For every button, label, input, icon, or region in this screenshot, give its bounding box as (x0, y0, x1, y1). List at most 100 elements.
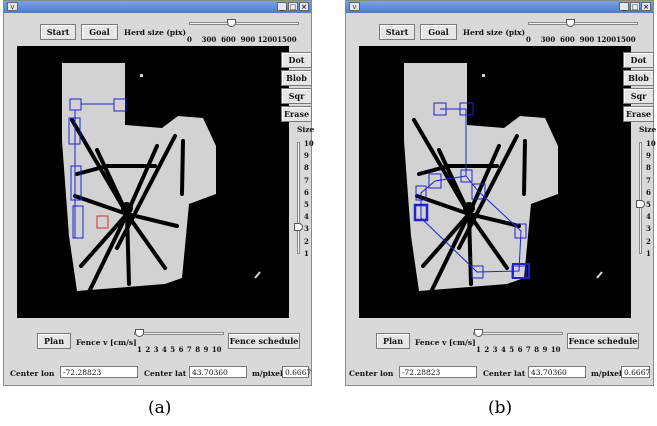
window-menu-icon[interactable]: v (7, 2, 18, 11)
center-lat-label: Center lat (144, 369, 187, 378)
fence-tick: 8 (195, 345, 201, 354)
fence-tick: 7 (186, 345, 192, 354)
meters-per-pixel-label: m/pixel (252, 369, 283, 378)
size-slider[interactable] (639, 142, 642, 254)
size-slider-thumb[interactable] (636, 199, 645, 208)
meters-per-pixel-field[interactable]: 0.6667 (282, 366, 311, 378)
start-button[interactable]: Start (40, 24, 76, 40)
herd-tick: 600 (560, 35, 575, 44)
fence-velocity-ticks: 1 2 3 4 5 6 7 8 9 10 (137, 345, 222, 354)
field-shape (404, 63, 558, 291)
fence-tick: 1 (476, 345, 481, 354)
title-bar: v _ □ × (346, 1, 653, 13)
size-tick: 1 (304, 248, 309, 258)
close-icon[interactable]: × (641, 2, 651, 11)
center-lon-field[interactable]: -72.28823 (399, 366, 477, 378)
sqr-button[interactable]: Sqr (623, 88, 654, 104)
fence-lines (412, 118, 527, 298)
herd-tick: 300 (540, 35, 556, 44)
fence-velocity-slider-thumb[interactable] (135, 329, 144, 337)
fence-tick: 1 (137, 345, 142, 354)
size-slider[interactable] (297, 142, 300, 254)
blob-button[interactable]: Blob (623, 70, 654, 86)
plan-button[interactable]: Plan (37, 333, 71, 349)
start-button[interactable]: Start (379, 24, 415, 40)
size-slider-thumb[interactable] (294, 222, 303, 231)
fence-schedule-button[interactable]: Fence schedule (228, 333, 300, 349)
fence-tick: 7 (525, 345, 531, 354)
dot-button[interactable]: Dot (623, 52, 654, 68)
herd-size-slider-thumb[interactable] (566, 19, 575, 27)
app-window-b: v _ □ × Start Goal Herd size (pix) 0 300… (345, 0, 657, 386)
path-square (70, 165, 82, 201)
erase-button[interactable]: Erase (281, 106, 312, 122)
window-menu-icon[interactable]: v (349, 2, 360, 11)
end-square (512, 263, 530, 279)
path-square (428, 173, 442, 189)
fence-velocity-slider[interactable] (134, 332, 224, 335)
field-map-canvas[interactable] (359, 46, 631, 318)
size-tick: 8 (646, 163, 651, 173)
dot-button[interactable]: Dot (281, 52, 312, 68)
path-square (113, 98, 127, 112)
size-ticks: 10 9 8 7 6 5 4 3 2 1 (646, 138, 656, 260)
size-label: Size (639, 125, 657, 134)
fence-lines (70, 118, 185, 298)
fence-tick: 4 (161, 345, 167, 354)
size-tick: 5 (646, 200, 651, 210)
fence-tick: 4 (500, 345, 506, 354)
goal-button[interactable]: Goal (420, 24, 457, 40)
meters-per-pixel-label: m/pixel (591, 369, 622, 378)
fence-velocity-slider-thumb[interactable] (474, 329, 483, 337)
meters-per-pixel-field[interactable]: 0.6667 (621, 366, 650, 378)
center-lat-field[interactable]: 43.70360 (189, 366, 247, 378)
herd-tick: 1200 (596, 35, 617, 44)
fence-schedule-button[interactable]: Fence schedule (567, 333, 639, 349)
close-icon[interactable]: × (299, 2, 309, 11)
size-tick: 8 (304, 163, 309, 173)
herd-tick: 0 (187, 35, 192, 44)
size-tick: 2 (304, 236, 309, 246)
caption-b: (b) (488, 398, 513, 418)
herd-tick: 1500 (277, 35, 297, 44)
herd-size-slider[interactable] (528, 22, 638, 25)
erase-button[interactable]: Erase (623, 106, 654, 122)
size-tick: 10 (646, 139, 656, 148)
minimize-icon[interactable]: _ (277, 2, 287, 11)
herd-size-slider[interactable] (189, 22, 299, 25)
herd-blob (463, 202, 475, 214)
sqr-button[interactable]: Sqr (281, 88, 312, 104)
center-lat-field[interactable]: 43.70360 (528, 366, 586, 378)
size-ticks: 10 9 8 7 6 5 4 3 2 1 (304, 138, 314, 260)
center-lon-label: Center lon (10, 369, 55, 378)
app-window-a: v _ □ × Start Goal Herd size (pix) 0 300… (3, 0, 315, 386)
goal-button[interactable]: Goal (81, 24, 118, 40)
herd-tick: 300 (201, 35, 217, 44)
size-tick: 4 (646, 212, 651, 222)
field-map-canvas[interactable] (17, 46, 289, 318)
maximize-icon[interactable]: □ (288, 2, 298, 11)
size-tick: 3 (646, 224, 651, 234)
size-tick: 9 (646, 151, 651, 161)
field-map-drawing (62, 63, 261, 298)
path-segment (420, 108, 522, 273)
center-lon-field[interactable]: -72.28823 (60, 366, 138, 378)
fence-tick: 6 (517, 345, 523, 354)
herd-size-label: Herd size (pix) (463, 28, 526, 37)
fence-tick: 10 (550, 345, 561, 354)
fence-velocity-label: Fence v [cm/s] (76, 338, 137, 347)
size-tick: 6 (304, 187, 309, 197)
plan-button[interactable]: Plan (376, 333, 410, 349)
fence-velocity-slider[interactable] (473, 332, 563, 335)
herd-tick: 600 (221, 35, 236, 44)
size-tick: 5 (304, 200, 309, 210)
maximize-icon[interactable]: □ (630, 2, 640, 11)
minimize-icon[interactable]: _ (619, 2, 629, 11)
herd-tick: 900 (579, 35, 595, 44)
noise-speck (482, 74, 485, 77)
target-square (96, 215, 109, 229)
fence-tick: 6 (178, 345, 184, 354)
herd-size-slider-thumb[interactable] (227, 19, 236, 27)
blob-button[interactable]: Blob (281, 70, 312, 86)
size-label: Size (297, 125, 315, 134)
